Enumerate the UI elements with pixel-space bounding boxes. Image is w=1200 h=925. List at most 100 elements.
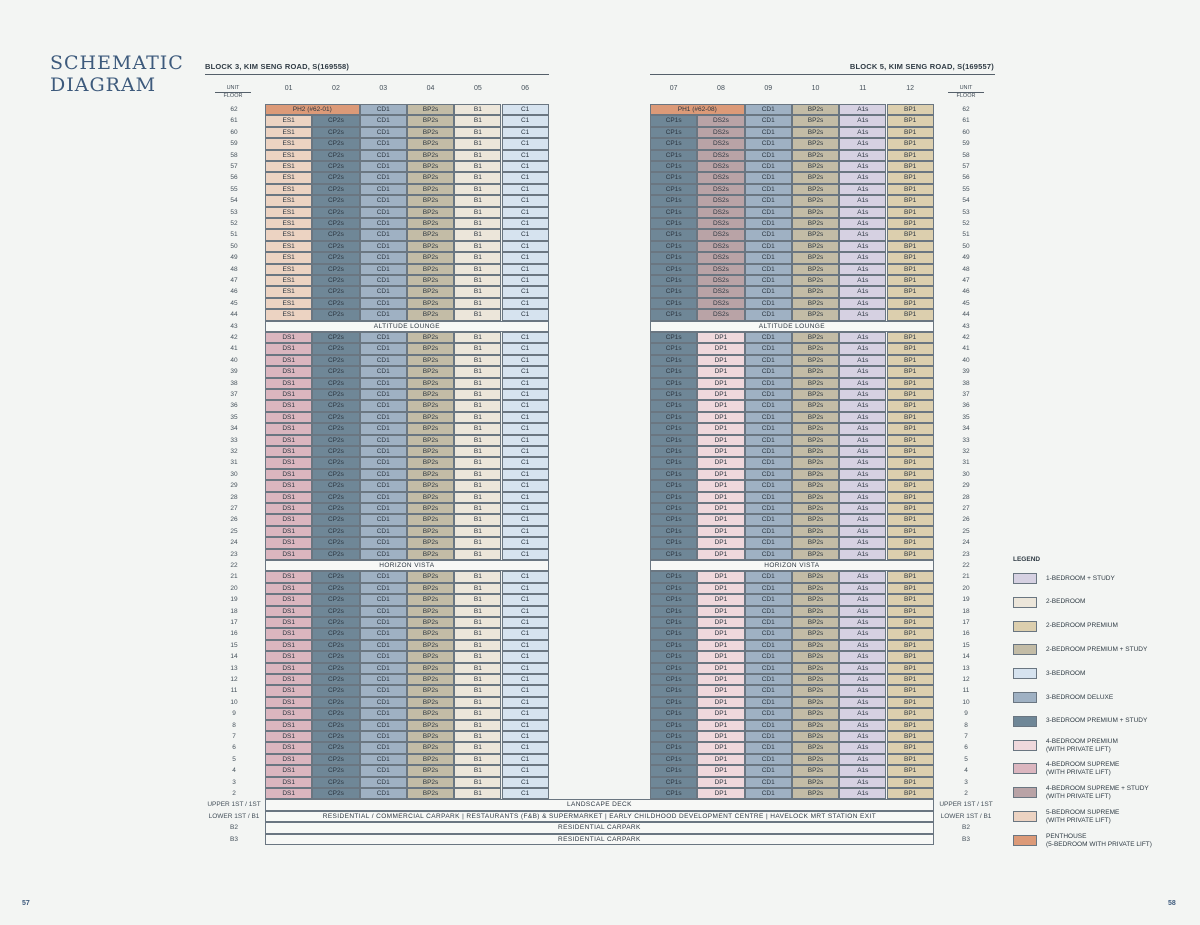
unit-cell: CD1 xyxy=(359,115,407,127)
unit-cell: C1 xyxy=(501,229,549,241)
unit-cell: BP2s xyxy=(791,617,840,629)
unit-cell: B1 xyxy=(454,411,502,424)
amenity-band-right: ALTITUDE LOUNGE xyxy=(650,320,934,332)
unit-cell: A1s xyxy=(839,571,887,583)
unit-cell: DS2s xyxy=(697,183,745,196)
unit-cell: CD1 xyxy=(744,708,792,720)
unit-cell: A1s xyxy=(839,434,887,446)
unit-cell: C1 xyxy=(501,218,549,230)
unit-cell: CP2s xyxy=(312,514,360,526)
unit-cell: CD1 xyxy=(744,332,792,344)
floor-label-left: 44 xyxy=(230,311,238,319)
unit-cell: BP2s xyxy=(406,411,455,424)
unit-cell: BP1 xyxy=(886,503,934,515)
unit-cell: DS2s xyxy=(697,309,745,321)
unit-cell: CP2s xyxy=(312,332,360,344)
floor-label-left: 10 xyxy=(230,698,238,706)
unit-cell: BP2s xyxy=(791,674,840,686)
unit-cell: BP1 xyxy=(886,126,934,139)
legend-label-main: 2-BEDROOM PREMIUM xyxy=(1046,622,1118,630)
unit-cell: CD1 xyxy=(359,446,407,458)
legend-label: 2-BEDROOM xyxy=(1046,598,1085,606)
unit-cell: DS2s xyxy=(697,297,745,310)
unit-cell: BP1 xyxy=(886,674,934,686)
unit-cell: CD1 xyxy=(359,354,407,367)
unit-cell: BP2s xyxy=(406,149,455,161)
legend-label: 3-BEDROOM PREMIUM + STUDY xyxy=(1046,717,1147,725)
unit-cell: BP2s xyxy=(406,685,455,697)
unit-cell: CP1s xyxy=(650,115,698,127)
unit-cell: C1 xyxy=(501,389,549,401)
unit-cell: CD1 xyxy=(744,731,792,743)
unit-cell: CD1 xyxy=(359,218,407,230)
floor-label-right: 12 xyxy=(962,676,970,683)
unit-cell: A1s xyxy=(839,389,887,401)
unit-cell: CD1 xyxy=(744,389,792,401)
unit-cell: DS1 xyxy=(265,548,313,560)
floor-label-right: 50 xyxy=(962,242,970,250)
legend-swatch xyxy=(1013,668,1037,680)
unit-cell: C1 xyxy=(501,411,549,424)
floor-label-left: 29 xyxy=(230,482,238,490)
unit-cell: BP1 xyxy=(886,753,934,766)
unit-cell: CD1 xyxy=(744,788,792,800)
unit-cell: BP2s xyxy=(791,252,840,264)
unit-cell: CD1 xyxy=(744,411,792,424)
unit-cell: CP2s xyxy=(312,708,360,720)
unit-cell: DP1 xyxy=(697,662,745,674)
unit-cell: CP1s xyxy=(650,343,698,355)
unit-cell: CD1 xyxy=(744,240,792,253)
unit-cell: CP1s xyxy=(650,161,698,173)
unit-cell: CD1 xyxy=(359,172,407,184)
unit-cell: DP1 xyxy=(697,537,745,549)
floor-label-left: 47 xyxy=(230,277,238,284)
unit-cell: CP1s xyxy=(650,548,698,560)
unit-cell: CP1s xyxy=(650,252,698,264)
unit-cell: DP1 xyxy=(697,788,745,800)
unit-cell: B1 xyxy=(454,206,502,218)
unit-cell: BP2s xyxy=(406,491,455,503)
floor-label-left: 59 xyxy=(230,140,238,148)
unit-cell: CP1s xyxy=(650,457,698,469)
unit-cell: DS2s xyxy=(697,263,745,275)
unit-cell: CP2s xyxy=(312,115,360,127)
unit-cell: B1 xyxy=(454,297,502,310)
unit-cell: C1 xyxy=(501,765,549,777)
unit-cell: C1 xyxy=(501,332,549,344)
unit-cell: BP2s xyxy=(406,537,455,549)
unit-cell: CP1s xyxy=(650,582,698,595)
unit-cell: C1 xyxy=(501,708,549,720)
floor-label-left: 19 xyxy=(230,596,238,604)
unit-cell: CD1 xyxy=(359,343,407,355)
unit-cell: ES1 xyxy=(265,297,313,310)
floor-label-right: 38 xyxy=(962,379,970,387)
unit-cell: CP1s xyxy=(650,172,698,184)
unit-cell: BP2s xyxy=(791,423,840,435)
unit-cell: CD1 xyxy=(744,377,792,389)
unit-cell: A1s xyxy=(839,161,887,173)
unit-cell: DS2s xyxy=(697,195,745,207)
unit-cell: BP1 xyxy=(886,115,934,127)
unit-cell: CP2s xyxy=(312,571,360,583)
unit-cell: DP1 xyxy=(697,446,745,458)
floor-label-right: B3 xyxy=(962,835,970,843)
floor-label-left: 5 xyxy=(232,755,236,763)
unit-cell: A1s xyxy=(839,639,887,652)
unit-cell: BP1 xyxy=(886,423,934,435)
unit-cell: DP1 xyxy=(697,628,745,640)
unit-cell: C1 xyxy=(501,525,549,538)
title-line-2: DIAGRAM xyxy=(50,74,157,96)
unit-cell: CP1s xyxy=(650,571,698,583)
unit-cell: CP2s xyxy=(312,400,360,412)
unit-cell: DS1 xyxy=(265,605,313,617)
unit-cell: CD1 xyxy=(744,446,792,458)
floor-label-left: 43 xyxy=(230,322,238,330)
unit-cell: BP2s xyxy=(406,548,455,560)
unit-cell: BP2s xyxy=(406,389,455,401)
unit-cell: BP2s xyxy=(406,446,455,458)
unit-cell: BP2s xyxy=(791,742,840,754)
legend-label: 4-BEDROOM SUPREME (WITH PRIVATE LIFT) xyxy=(1046,761,1119,777)
unit-cell: A1s xyxy=(839,605,887,617)
legend-label: 3-BEDROOM DELUXE xyxy=(1046,694,1113,702)
unit-cell: DS2s xyxy=(697,161,745,173)
